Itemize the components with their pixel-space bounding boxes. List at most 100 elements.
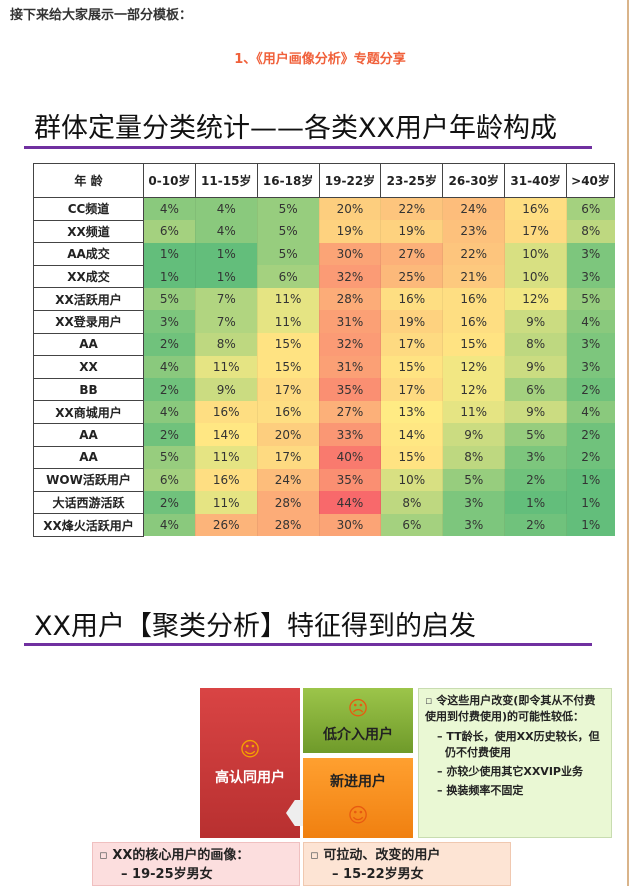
- heatmap-cell: 5%: [566, 287, 615, 311]
- heatmap-cell: 35%: [318, 468, 381, 492]
- heatmap-cell: 15%: [380, 355, 443, 379]
- row-label: XX成交: [33, 264, 144, 289]
- heatmap-cell: 2%: [504, 468, 567, 492]
- heatmap-cell: 17%: [380, 378, 443, 401]
- heatmap-cell: 7%: [194, 287, 258, 311]
- heatmap-cell: 11%: [194, 446, 258, 469]
- heatmap-cell: 35%: [318, 378, 381, 401]
- column-header: 11-15岁: [194, 163, 258, 198]
- row-label: XX登录用户: [33, 309, 144, 334]
- heatmap-cell: 17%: [256, 378, 320, 401]
- heatmap-cell: 2%: [566, 378, 615, 401]
- heatmap-cell: 2%: [566, 423, 615, 447]
- heatmap-cell: 40%: [318, 446, 381, 469]
- heatmap-cell: 4%: [143, 400, 196, 424]
- table-row: XX活跃用户 5% 7% 11% 28% 16% 16% 12% 5%: [33, 287, 615, 311]
- note-list-item: – TT龄长，使用XX历史较长，但仍不付费使用: [437, 729, 600, 759]
- heatmap-cell: 9%: [442, 423, 505, 447]
- heatmap-cell: 15%: [380, 446, 443, 469]
- section-subtitle: 1、《用户画像分析》专题分享: [234, 52, 406, 67]
- heatmap-cell: 33%: [318, 423, 381, 447]
- heatmap-cell: 27%: [380, 242, 443, 266]
- heatmap-cell: 28%: [256, 491, 320, 514]
- heatmap-cell: 17%: [256, 446, 320, 469]
- row-label: XX: [33, 355, 144, 379]
- table-row: XX烽火活跃用户 4% 26% 28% 30% 6% 3% 2% 1%: [33, 513, 615, 537]
- heatmap-cell: 6%: [143, 468, 196, 492]
- heatmap-cell: 15%: [256, 333, 320, 356]
- table-row: XX频道 6% 4% 5% 19% 19% 23% 17% 8%: [33, 219, 615, 244]
- low-involvement-label: 低介入用户: [323, 726, 393, 743]
- core-item: 19-25岁男女: [132, 866, 213, 882]
- heatmap-cell: 27%: [318, 400, 381, 424]
- column-header: >40岁: [566, 163, 615, 198]
- heatmap-cell: 14%: [380, 423, 443, 447]
- table-row: AA 2% 8% 15% 32% 17% 15% 8% 3%: [33, 332, 615, 357]
- heatmap-cell: 30%: [318, 513, 381, 537]
- pull-item: 15-22岁男女: [343, 866, 424, 882]
- row-label: XX频道: [33, 219, 144, 244]
- slide2-title: XX用户【聚类分析】特征得到的启发: [34, 611, 476, 642]
- heatmap-cell: 4%: [194, 197, 258, 221]
- heatmap-cell: 22%: [442, 242, 505, 266]
- heatmap-cell: 2%: [143, 333, 196, 356]
- heatmap-cell: 28%: [318, 287, 381, 311]
- heatmap-cell: 20%: [318, 197, 381, 221]
- heatmap-cell: 6%: [380, 513, 443, 537]
- heatmap-cell: 6%: [566, 197, 615, 221]
- heatmap-cell: 31%: [318, 355, 381, 379]
- column-header: 16-18岁: [256, 163, 320, 198]
- heatmap-cell: 16%: [442, 310, 505, 334]
- note-item: 亦较少使用其它XXVIP业务: [446, 764, 583, 778]
- age-heatmap-table: 年 龄 0-10岁 11-15岁 16-18岁 19-22岁 23-25岁 26-30岁 31…: [33, 163, 615, 537]
- heatmap-cell: 4%: [566, 400, 615, 424]
- heatmap-cell: 2%: [143, 378, 196, 401]
- new-user-box: 新进用户 ☺: [303, 758, 413, 838]
- heatmap-cell: 4%: [194, 220, 258, 243]
- heatmap-cell: 1%: [566, 513, 615, 537]
- row-label: 大话西游活跃: [33, 490, 144, 515]
- heatmap-cell: 5%: [143, 446, 196, 469]
- heatmap-cell: 23%: [442, 220, 505, 243]
- heatmap-cell: 19%: [318, 220, 381, 243]
- heatmap-cell: 5%: [504, 423, 567, 447]
- heatmap-cell: 5%: [143, 287, 196, 311]
- heatmap-cell: 25%: [380, 265, 443, 288]
- heatmap-cell: 3%: [442, 513, 505, 537]
- heatmap-cell: 6%: [256, 265, 320, 288]
- heatmap-cell: 32%: [318, 265, 381, 288]
- row-label: AA: [33, 445, 144, 470]
- heatmap-cell: 9%: [194, 378, 258, 401]
- column-header: 31-40岁: [504, 163, 568, 198]
- title-underline-2: [24, 643, 592, 646]
- heatmap-cell: 16%: [194, 468, 258, 492]
- heatmap-cell: 2%: [504, 513, 567, 537]
- title-underline: [24, 146, 592, 149]
- heatmap-cell: 28%: [256, 513, 320, 537]
- heatmap-cell: 12%: [442, 378, 505, 401]
- arrow-icon: [286, 800, 308, 826]
- heatmap-cell: 1%: [566, 491, 615, 514]
- heatmap-cell: 16%: [256, 400, 320, 424]
- row-label: XX商城用户: [33, 400, 144, 424]
- heatmap-cell: 17%: [504, 220, 567, 243]
- heatmap-cell: 16%: [504, 197, 567, 221]
- heatmap-cell: 3%: [566, 265, 615, 288]
- heatmap-cell: 11%: [194, 355, 258, 379]
- heatmap-cell: 1%: [194, 242, 258, 266]
- heatmap-cell: 4%: [143, 197, 196, 221]
- slide1-title: 群体定量分类统计——各类XX用户年龄构成: [34, 113, 557, 144]
- column-header: 26-30岁: [442, 163, 506, 198]
- smile-icon: ☺: [239, 737, 261, 761]
- heatmap-cell: 11%: [442, 400, 505, 424]
- heatmap-cell: 8%: [504, 333, 567, 356]
- note-item: 换装频率不固定: [446, 783, 524, 797]
- pull-heading: 可拉动、改变的用户: [310, 847, 504, 866]
- note-panel: 令这些用户改变(即令其从不付费使用到付费使用)的可能性较低： – TT龄长，使用…: [418, 688, 612, 838]
- heatmap-cell: 6%: [143, 220, 196, 243]
- heatmap-cell: 19%: [380, 310, 443, 334]
- heatmap-cell: 10%: [504, 242, 567, 266]
- table-row: XX 4% 11% 15% 31% 15% 12% 9% 3%: [33, 355, 615, 379]
- neutral-face-icon: ☺: [347, 803, 369, 827]
- heatmap-cell: 3%: [143, 310, 196, 334]
